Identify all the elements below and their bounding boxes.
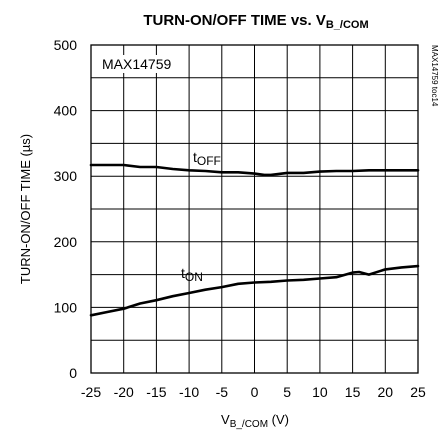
x-tick-label: 15 — [345, 384, 361, 400]
x-tick-label: -25 — [81, 384, 101, 400]
x-tick-label: 25 — [410, 384, 426, 400]
series-lines — [89, 163, 420, 317]
x-tick-labels: -25 -20 -15 -10 -5 0 5 10 15 20 25 — [81, 384, 426, 400]
x-tick-label: -15 — [146, 384, 166, 400]
x-tick-label: -10 — [179, 384, 199, 400]
plot-frame — [90, 44, 419, 374]
y-tick-label: 0 — [69, 365, 77, 381]
device-label: MAX14759 — [102, 56, 171, 72]
x-tick-label: 10 — [312, 384, 328, 400]
series-line-ton — [89, 264, 420, 317]
y-tick-labels: 0 100 200 300 400 500 — [54, 37, 78, 381]
y-tick-label: 100 — [54, 299, 78, 315]
y-tick-label: 200 — [54, 234, 78, 250]
series-line-toff — [89, 163, 420, 177]
y-tick-label: 500 — [54, 37, 78, 53]
series-label-ton: tON — [181, 265, 203, 284]
x-tick-label: 20 — [378, 384, 394, 400]
chart-title: TURN-ON/OFF TIME vs. VB_/COM — [143, 12, 368, 31]
grid — [91, 45, 418, 373]
y-tick-label: 400 — [54, 103, 78, 119]
y-axis-label: TURN-ON/OFF TIME (µs) — [18, 134, 33, 284]
y-tick-label: 300 — [54, 168, 78, 184]
x-tick-label: 5 — [283, 384, 291, 400]
x-tick-label: -20 — [114, 384, 134, 400]
x-axis-label: VB_/COM (V) — [221, 412, 289, 430]
series-label-toff: tOFF — [193, 149, 221, 168]
x-tick-label: -5 — [216, 384, 229, 400]
side-id: MAX14759 toc14 — [430, 45, 439, 107]
x-tick-label: 0 — [251, 384, 259, 400]
device-label-bg — [98, 55, 160, 73]
